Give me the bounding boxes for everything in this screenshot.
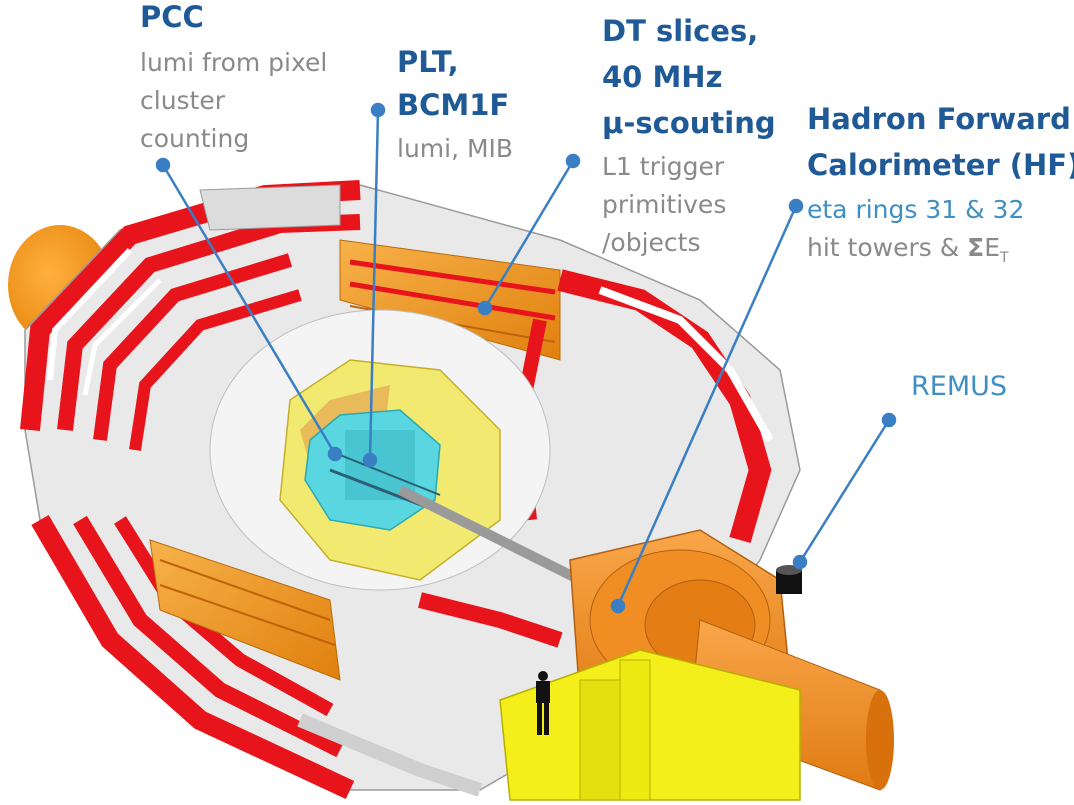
- muon-chambers-top: [199, 184, 561, 361]
- pcc-pointer: [161, 164, 337, 455]
- dt-title-line-1: DT slices,: [602, 14, 759, 48]
- pcc-line-2: cluster: [140, 86, 226, 115]
- plt-title-line-2: BCM1F: [397, 88, 510, 122]
- plt-line-1: lumi, MIB: [397, 134, 514, 163]
- remus-pointer: [798, 419, 891, 563]
- dt-pointer: [483, 160, 575, 309]
- dt-title-line-3: μ-scouting: [602, 106, 776, 140]
- dt-title-line-2: 40 MHz: [602, 60, 723, 94]
- dt-line-1: L1 trigger: [602, 152, 725, 181]
- hf-line-eta: eta rings 31 & 32: [807, 195, 1025, 224]
- tracker: [304, 409, 461, 531]
- et-e: E: [984, 233, 1001, 262]
- hf-title-line-1: Hadron Forward: [807, 102, 1071, 136]
- pcc-line-3: counting: [140, 124, 250, 153]
- pcc-line-1: lumi from pixel: [140, 48, 328, 77]
- remus-title: REMUS: [911, 371, 1008, 402]
- pcc-title: PCC: [140, 0, 204, 34]
- dt-line-2: primitives: [602, 190, 727, 219]
- endcap-rings-right: [297, 269, 774, 797]
- plt-title-line-1: PLT,: [397, 45, 459, 79]
- muon-chambers-bottom: [149, 539, 341, 681]
- hf-line-towers: hit towers & ΣET: [807, 229, 1009, 277]
- pointer-lines: [155, 102, 897, 614]
- et-subscript: T: [1000, 250, 1009, 266]
- person-silhouette: [536, 671, 550, 735]
- hf-towers-text: hit towers &: [807, 233, 968, 262]
- remus-device: [776, 565, 802, 594]
- sigma-symbol: Σ: [967, 233, 985, 262]
- hf-pointer: [616, 205, 798, 607]
- dt-line-3: /objects: [602, 228, 701, 257]
- support-platform: [499, 649, 801, 801]
- hf-title-line-2: Calorimeter (HF): [807, 148, 1074, 182]
- plt-pointer: [368, 109, 380, 461]
